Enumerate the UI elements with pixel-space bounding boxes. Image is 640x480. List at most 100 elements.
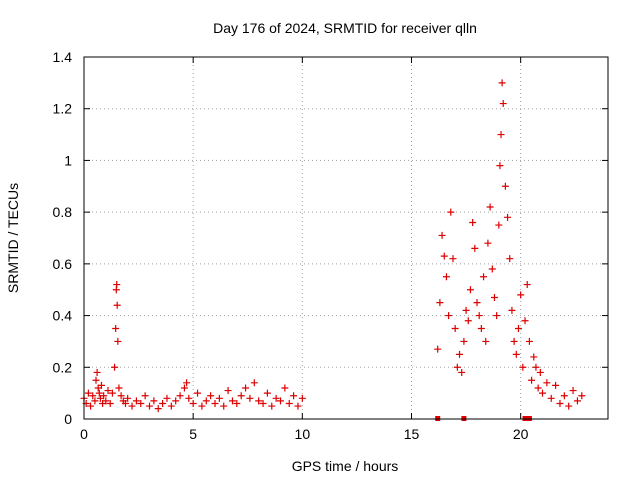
data-point [484,239,492,247]
data-point [573,397,581,405]
data-point [294,402,302,410]
data-point [499,100,507,108]
data-point [469,218,477,226]
data-point [471,244,479,252]
data-point [95,389,103,397]
x-tick-label: 15 [404,426,420,442]
data-point [290,392,298,400]
data-point [510,337,518,345]
data-point [449,255,457,263]
data-point [189,399,197,407]
data-point [464,317,472,325]
data-point [100,392,108,400]
data-point [473,299,481,307]
data-point [207,392,215,400]
data-point [517,291,525,299]
y-tick-label: 1.2 [53,101,73,117]
data-point [93,368,101,376]
data-point [496,162,504,170]
data-point [453,363,461,371]
x-tick-label: 10 [295,426,311,442]
data-point [89,392,97,400]
data-point [578,392,586,400]
data-point [534,384,542,392]
data-point [488,265,496,273]
data-point [198,402,206,410]
data-point [519,363,527,371]
data-point [475,312,483,320]
data-point [486,203,494,211]
data-point [132,397,140,405]
data-point [560,392,568,400]
data-point [506,255,514,263]
data-point [113,301,121,309]
y-tick-label: 0 [64,411,72,427]
data-point [543,379,551,387]
data-point [525,337,533,345]
data-point [202,397,210,405]
data-point [445,312,453,320]
data-point [115,384,123,392]
data-point [482,337,490,345]
data-point [112,325,120,332]
data-point [150,397,158,405]
data-point [528,376,536,384]
data-point [460,337,468,345]
data-point [498,79,506,87]
data-point [438,231,446,239]
data-point [436,299,444,307]
y-tick-label: 0.2 [53,359,73,375]
y-tick-label: 0.4 [53,308,73,324]
data-point [172,397,180,405]
y-tick-label: 1.4 [53,49,73,65]
x-axis-label: GPS time / hours [292,458,399,474]
data-point [556,399,564,407]
data-point [281,384,289,392]
data-point [114,337,122,345]
x-tick-label: 0 [80,426,88,442]
data-point [263,389,271,397]
data-point [298,394,306,402]
data-point [480,273,488,281]
data-point [102,397,110,405]
data-point [117,392,125,400]
data-point [268,402,276,410]
data-point [92,376,100,384]
data-point [552,381,560,389]
data-point [272,394,280,402]
data-point [514,325,522,332]
data-point [124,394,132,402]
data-point [87,402,95,410]
data-point [569,387,577,395]
data-point [285,399,293,407]
data-points [80,79,586,421]
y-axis-label: SRMTID / TECUs [5,183,21,293]
data-point [183,379,191,387]
data-point [536,368,544,376]
data-point [146,402,153,410]
data-point [167,402,175,410]
data-point [185,394,193,402]
y-tick-label: 1 [64,152,72,168]
data-point [242,384,250,392]
data-point [194,389,202,397]
data-point [477,325,485,332]
data-point [224,387,232,395]
data-point [530,353,538,361]
data-point [462,306,470,314]
data-point [211,399,219,407]
axis-ticks: 0 5 10 15 20 0 0.2 0.4 0.6 0.8 1 1.2 1.4 [53,49,608,442]
data-point [539,389,546,397]
data-point [521,317,529,325]
data-point [259,399,267,407]
data-point [451,325,459,332]
data-point [458,368,466,376]
data-point [233,399,241,407]
data-point [547,394,555,402]
data-point [154,405,162,413]
y-tick-label: 0.6 [53,256,73,272]
data-point [493,312,501,320]
data-point [497,131,505,139]
data-point [159,399,167,407]
data-point [108,389,116,397]
